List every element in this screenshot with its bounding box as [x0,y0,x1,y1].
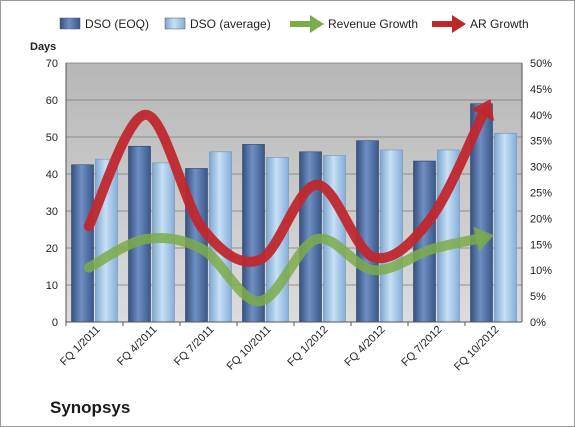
y2-tick-label-5: 25% [530,188,552,200]
arrowhead-revenue-growth [473,226,494,252]
y2-tick-label-10: 50% [530,58,552,70]
arrowhead-ar-growth [470,99,495,121]
x-tick-label-4: FQ 1/2012 [285,324,330,369]
legend-swatch-1 [164,17,186,30]
legend-label-3: AR Growth [470,17,529,31]
chart-caption: Synopsys [50,398,131,417]
x-tick-label-3: FQ 10/2011 [225,324,274,373]
legend-swatch-0 [59,17,81,30]
y-axis-title: Days [30,41,56,53]
legend-label-1: DSO (average) [190,17,271,31]
y-tick-label-70: 70 [46,58,58,70]
y-tick-label-30: 30 [46,206,58,218]
x-tick-label-1: FQ 4/2011 [115,324,160,369]
y2-tick-label-8: 40% [530,110,552,122]
y2-tick-label-1: 5% [530,291,546,303]
bar-dso-average-5 [380,149,403,323]
x-tick-label-0: FQ 1/2011 [58,324,103,369]
y-tick-label-0: 0 [52,317,58,329]
line-revenue-growth [83,233,484,307]
y2-tick-label-0: 0% [530,317,546,329]
y2-tick-label-9: 45% [530,84,552,96]
y-tick-label-50: 50 [46,132,58,144]
x-tick-label-5: FQ 4/2012 [342,324,387,369]
legend-label-0: DSO (EOQ) [85,17,149,31]
y2-tick-label-3: 15% [530,239,552,251]
bar-dso-average-7 [494,133,517,323]
y2-tick-label-4: 20% [530,213,552,225]
y-tick-label-10: 10 [46,280,58,292]
x-tick-label-6: FQ 7/2012 [399,324,444,369]
legend-arrow-2 [310,15,324,33]
bar-dso-eoq-0 [71,164,94,323]
y-tick-label-20: 20 [46,243,58,255]
y-tick-label-40: 40 [46,169,58,181]
x-tick-label-7: FQ 10/2012 [452,324,502,374]
y2-tick-label-6: 30% [530,162,552,174]
bar-dso-eoq-5 [356,140,379,323]
y-tick-label-60: 60 [46,95,58,107]
y2-tick-label-2: 10% [530,265,552,277]
line-ar-growth [83,108,489,267]
y2-tick-label-7: 35% [530,136,552,148]
legend-arrow-3 [452,15,466,33]
legend-label-2: Revenue Growth [328,17,418,31]
x-tick-label-2: FQ 7/2011 [172,324,217,369]
